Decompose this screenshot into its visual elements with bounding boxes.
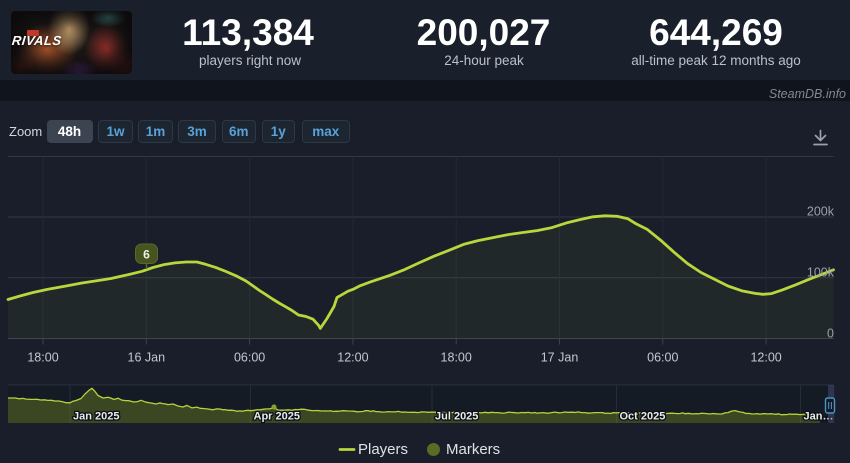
svg-text:18:00: 18:00	[441, 351, 472, 365]
svg-text:16 Jan: 16 Jan	[128, 351, 166, 365]
svg-text:Apr 2025: Apr 2025	[254, 411, 300, 423]
svg-text:06:00: 06:00	[647, 351, 678, 365]
svg-text:17 Jan: 17 Jan	[541, 351, 579, 365]
svg-text:12:00: 12:00	[750, 351, 781, 365]
svg-text:6: 6	[143, 248, 150, 262]
svg-text:06:00: 06:00	[234, 351, 265, 365]
svg-text:100k: 100k	[807, 265, 835, 279]
svg-text:18:00: 18:00	[27, 351, 58, 365]
svg-text:12:00: 12:00	[337, 351, 368, 365]
svg-text:200k: 200k	[807, 205, 835, 219]
svg-text:Oct 2025: Oct 2025	[620, 411, 666, 423]
svg-text:0: 0	[827, 326, 834, 340]
svg-text:Jan 2025: Jan 2025	[73, 411, 119, 423]
svg-text:Jul 2025: Jul 2025	[435, 411, 478, 423]
